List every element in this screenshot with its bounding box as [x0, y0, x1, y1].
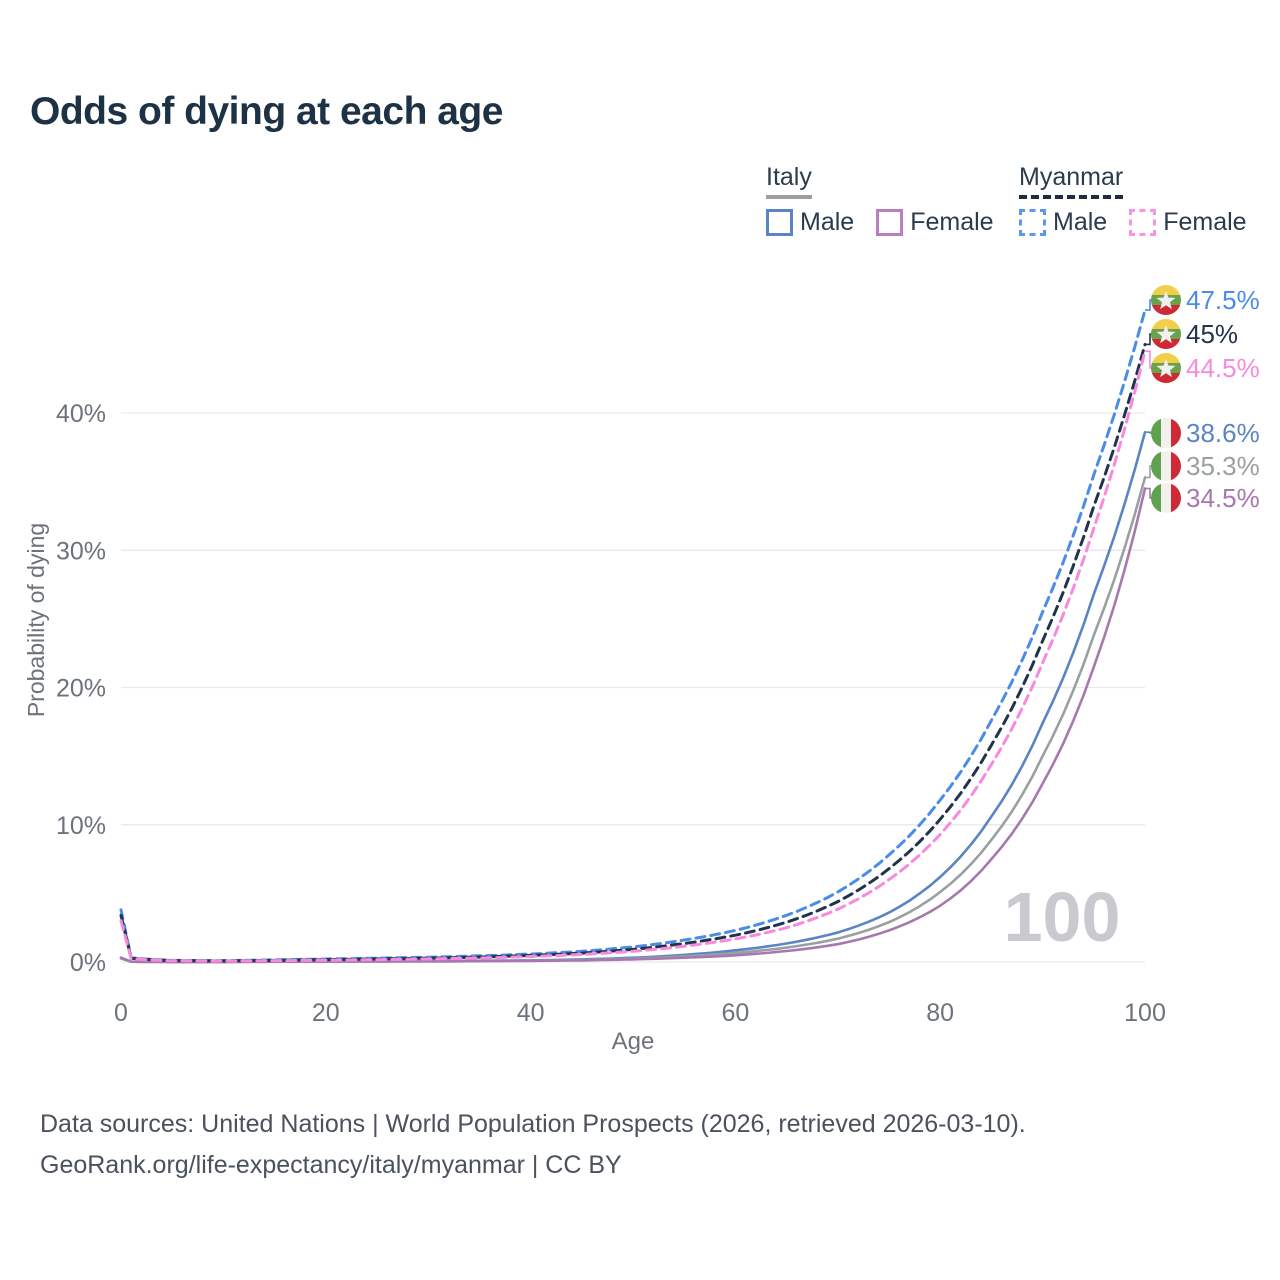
legend-country-italy: Italy: [766, 163, 812, 199]
legend-item-myanmar-female[interactable]: Female: [1129, 208, 1247, 237]
x-tick-label: 20: [312, 999, 340, 1027]
series-line-italy-female[interactable]: [119, 487, 1147, 964]
x-tick-label: 100: [1124, 999, 1166, 1027]
age-watermark: 100: [1004, 878, 1121, 956]
legend-group-myanmar: Myanmar Male Female: [1019, 163, 1247, 237]
end-value-label-myanmar-female: 44.5%: [1186, 353, 1260, 383]
end-value-label-italy-male: 38.6%: [1186, 418, 1260, 448]
y-tick-label: 40%: [56, 400, 106, 428]
italy-male-swatch-icon: [766, 209, 793, 236]
series-line-myanmar-male[interactable]: [119, 308, 1147, 963]
legend-item-label: Female: [910, 208, 994, 236]
flag-italy-icon: [1151, 483, 1181, 513]
myanmar-male-swatch-icon: [1019, 209, 1046, 236]
series-line-myanmar-female[interactable]: [119, 349, 1147, 963]
legend-item-label: Female: [1163, 208, 1247, 236]
y-tick-label: 0%: [70, 949, 106, 977]
end-value-label-myanmar-male: 47.5%: [1186, 285, 1260, 315]
flag-myanmar-icon: [1151, 353, 1181, 383]
end-value-label-italy-both: 35.3%: [1186, 451, 1260, 481]
legend-item-label: Male: [800, 208, 855, 236]
data-sources-footer: Data sources: United Nations | World Pop…: [40, 1104, 1026, 1186]
flag-myanmar-icon: [1151, 319, 1181, 349]
legend-item-label: Male: [1053, 208, 1108, 236]
legend-item-italy-male[interactable]: Male: [766, 208, 854, 237]
x-tick-label: 40: [517, 999, 545, 1027]
legend-group-italy: Italy Male Female: [766, 163, 994, 237]
flag-italy-icon: [1151, 418, 1181, 448]
x-axis-title: Age: [612, 1028, 655, 1055]
y-tick-label: 10%: [56, 812, 106, 840]
legend-country-myanmar: Myanmar: [1019, 163, 1124, 199]
footer-line-2: GeoRank.org/life-expectancy/italy/myanma…: [40, 1151, 622, 1179]
legend-item-italy-female[interactable]: Female: [876, 208, 994, 237]
y-tick-label: 30%: [56, 537, 106, 565]
flag-italy-icon: [1151, 451, 1181, 481]
end-value-label-myanmar-both: 45%: [1186, 319, 1238, 349]
flag-myanmar-icon: [1151, 285, 1181, 315]
footer-line-1: Data sources: United Nations | World Pop…: [40, 1110, 1026, 1138]
mortality-chart: 0% 10% 20% 30% 40% 0 20 40 60 80 100 Age Probability…: [23, 285, 1260, 1055]
myanmar-female-swatch-icon: [1129, 209, 1157, 236]
x-tick-label: 60: [721, 999, 749, 1027]
x-tick-label: 80: [926, 999, 954, 1027]
y-axis-title: Probability of dying: [23, 523, 49, 717]
end-value-label-italy-female: 34.5%: [1186, 483, 1260, 513]
legend-item-myanmar-male[interactable]: Male: [1019, 208, 1107, 237]
series-line-italy-male[interactable]: [119, 430, 1147, 964]
page-title: Odds of dying at each age: [30, 90, 503, 133]
series-line-myanmar-both[interactable]: [119, 342, 1147, 963]
y-tick-label: 20%: [56, 675, 106, 703]
x-tick-label: 0: [114, 999, 128, 1027]
italy-female-swatch-icon: [876, 209, 904, 236]
